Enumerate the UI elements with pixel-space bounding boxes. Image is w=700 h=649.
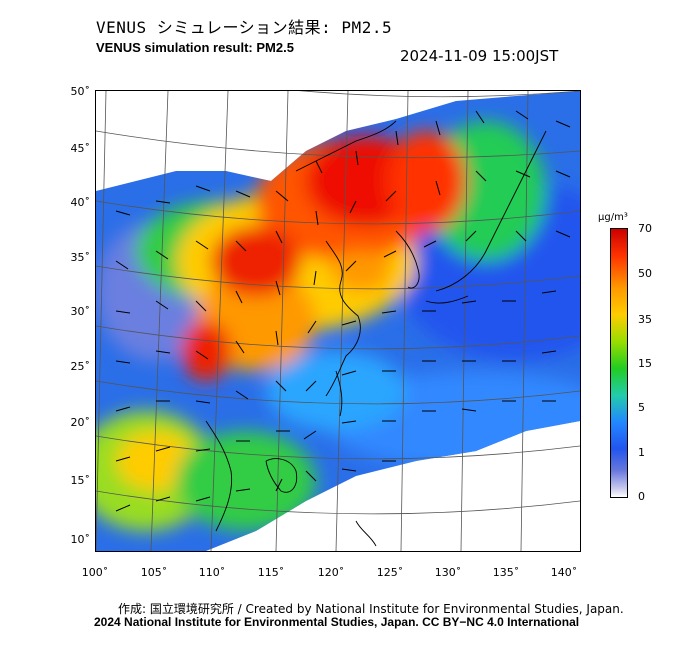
lon-tick-130: 130˚ xyxy=(434,566,462,579)
colorbar-label-0: 0 xyxy=(638,490,645,503)
lon-tick-135: 135˚ xyxy=(492,566,520,579)
title-english: VENUS simulation result: PM2.5 xyxy=(96,40,294,55)
lat-tick-25: 25˚ xyxy=(70,360,91,373)
lat-tick-45: 45˚ xyxy=(70,142,91,155)
lon-tick-125: 125˚ xyxy=(376,566,404,579)
colorbar-label-70: 70 xyxy=(638,222,652,235)
colorbar-label-15: 15 xyxy=(638,357,652,370)
lat-tick-35: 35˚ xyxy=(70,251,91,264)
colorbar-label-1: 1 xyxy=(638,446,645,459)
lon-tick-100: 100˚ xyxy=(81,566,109,579)
lat-tick-30: 30˚ xyxy=(70,305,91,318)
lat-tick-15: 15˚ xyxy=(70,474,91,487)
colorbar-label-50: 50 xyxy=(638,267,652,280)
coastlines xyxy=(205,120,547,547)
lat-tick-20: 20˚ xyxy=(70,416,91,429)
pm25-concentration-field xyxy=(96,91,580,551)
colorbar-label-35: 35 xyxy=(638,313,652,326)
colorbar-label-5: 5 xyxy=(638,401,645,414)
lon-tick-140: 140˚ xyxy=(550,566,578,579)
colorbar xyxy=(610,228,628,498)
license-line: 2024 National Institute for Environmenta… xyxy=(94,615,580,629)
pm25-map xyxy=(95,90,581,552)
colorbar-unit: μg/m³ xyxy=(598,212,628,223)
credit-line: 作成: 国立環境研究所 / Created by National Instit… xyxy=(118,602,624,616)
lat-tick-10: 10˚ xyxy=(70,533,91,546)
lon-tick-120: 120˚ xyxy=(317,566,345,579)
lat-tick-50: 50˚ xyxy=(70,85,91,98)
lon-tick-110: 110˚ xyxy=(198,566,226,579)
lon-tick-105: 105˚ xyxy=(140,566,168,579)
concentration-layer xyxy=(96,91,580,551)
wind-vectors xyxy=(115,110,571,512)
lon-tick-115: 115˚ xyxy=(257,566,285,579)
title-japanese: VENUS シミュレーション結果: PM2.5 xyxy=(96,18,393,37)
forecast-timestamp: 2024-11-09 15:00JST xyxy=(400,47,559,65)
lat-tick-40: 40˚ xyxy=(70,196,91,209)
graticule xyxy=(96,91,580,551)
